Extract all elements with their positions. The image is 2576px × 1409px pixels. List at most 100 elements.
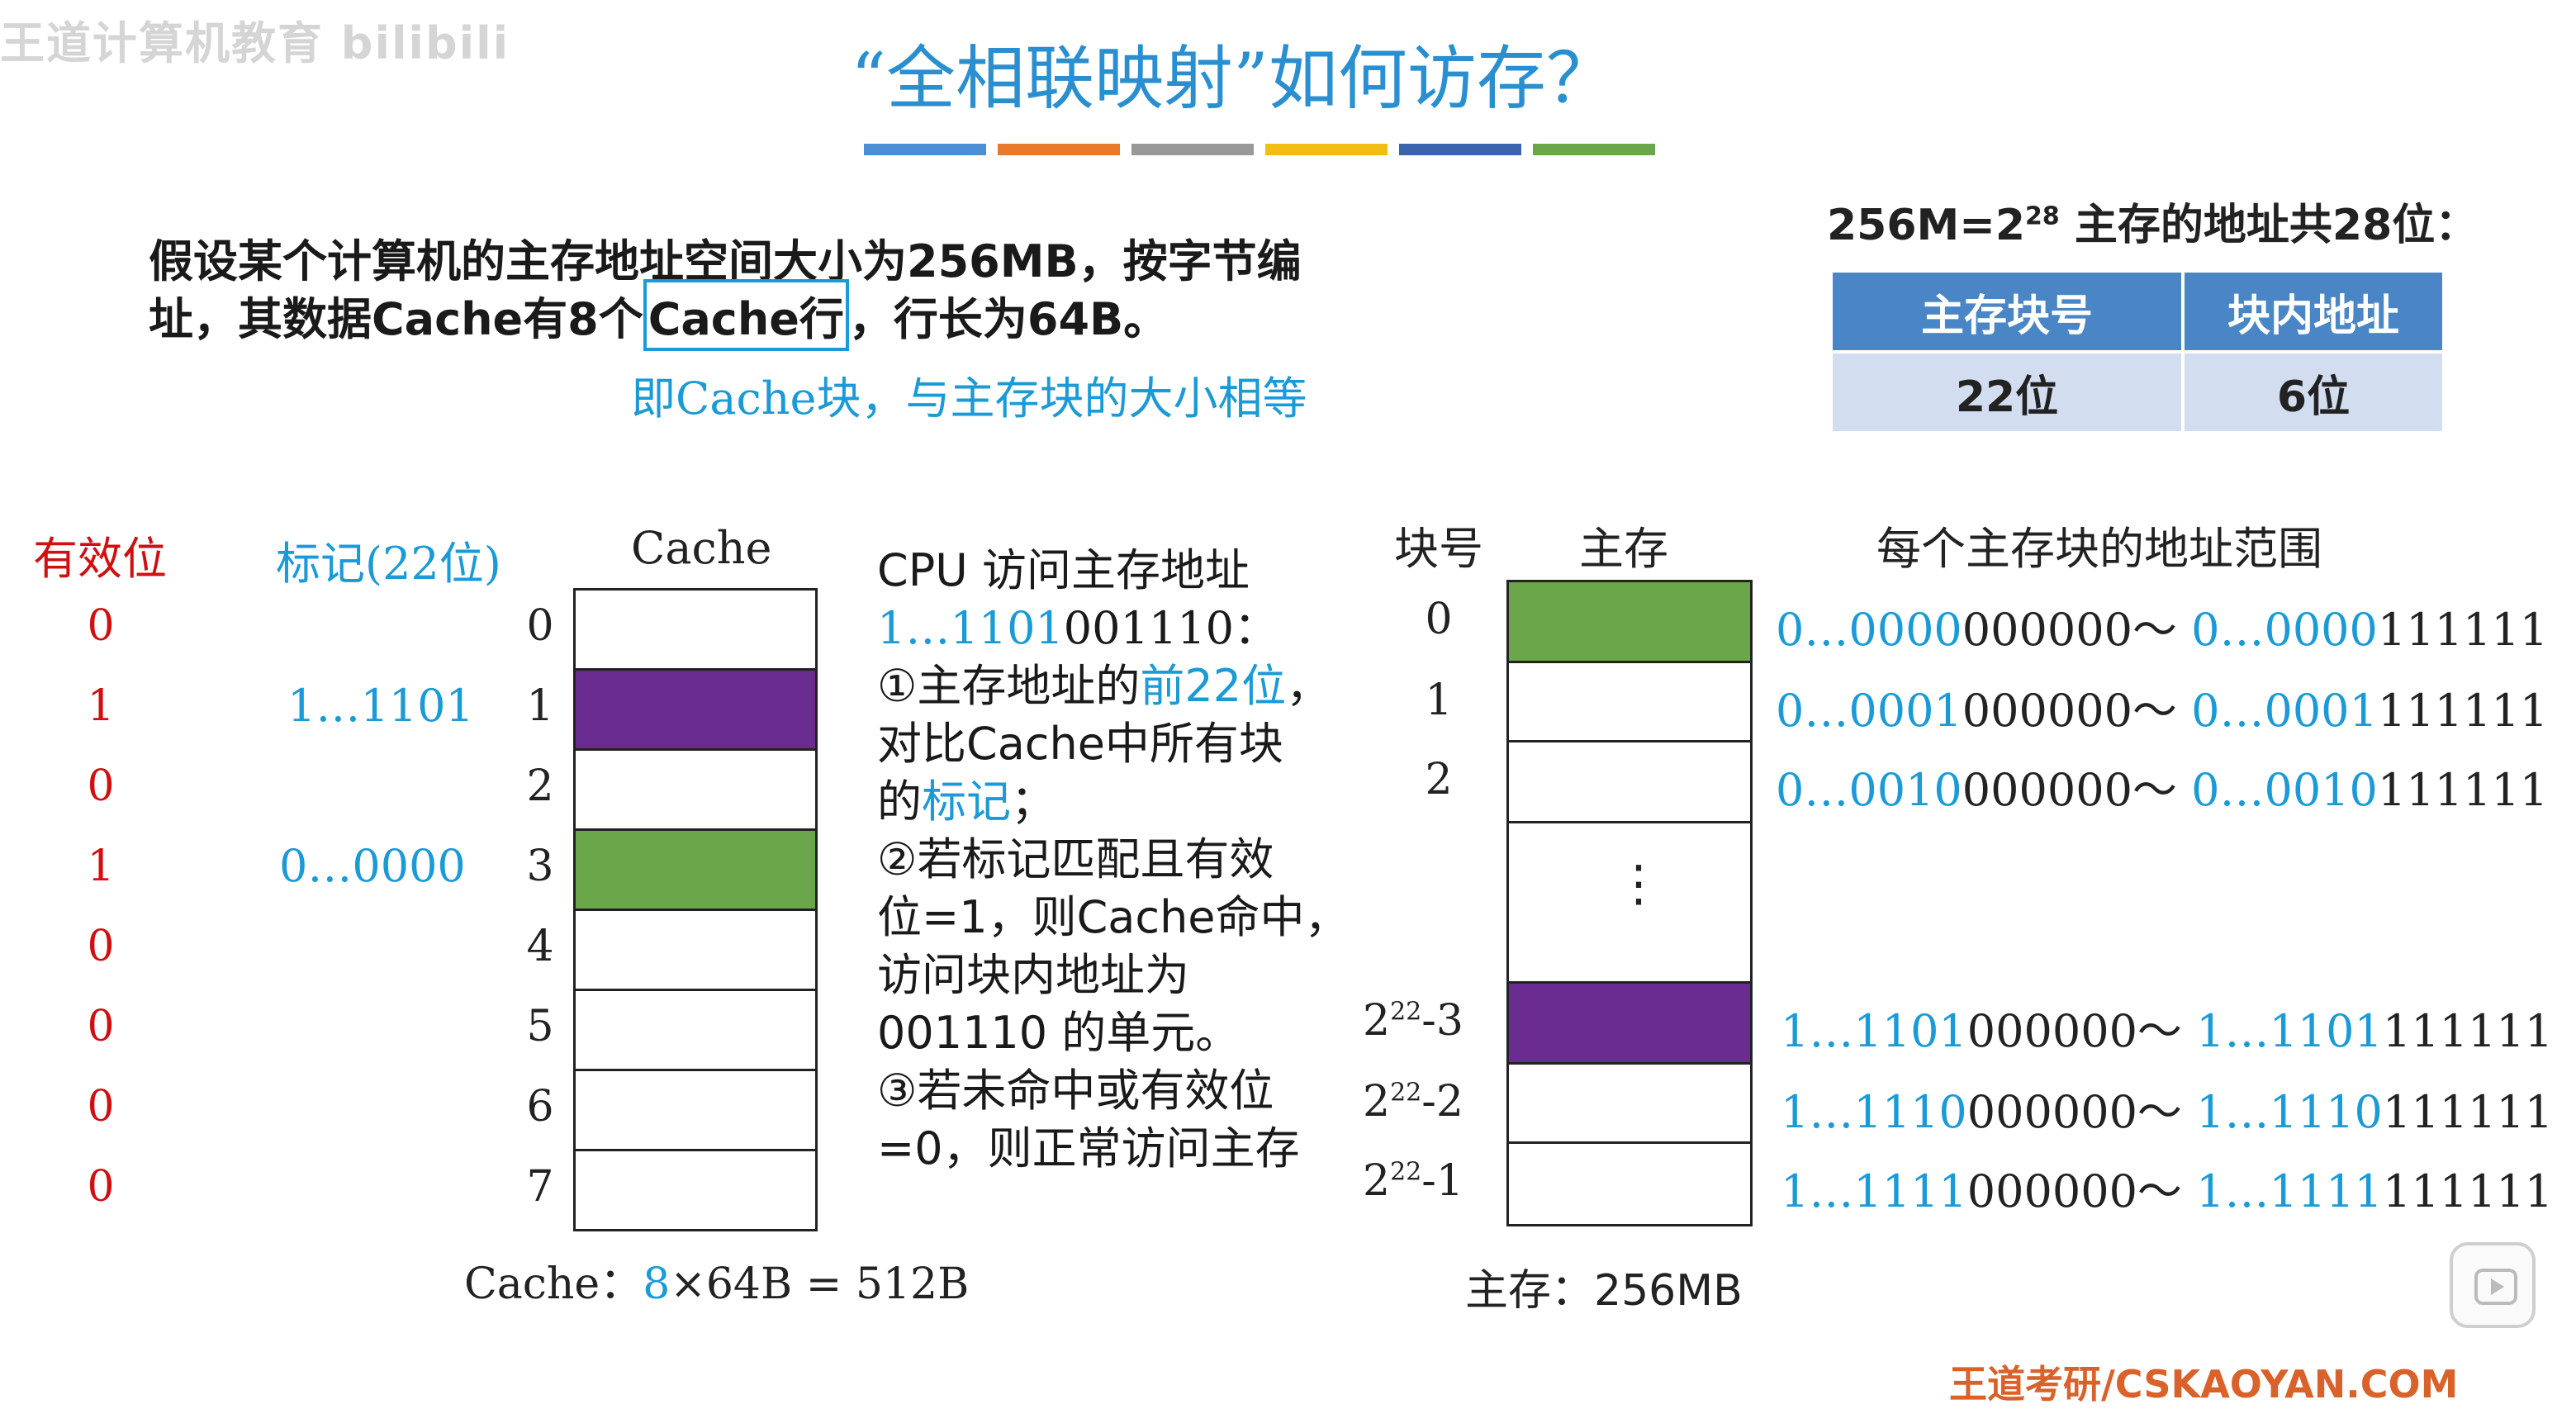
block-offset-column: 块内地址	[2181, 269, 2446, 353]
cache-line	[573, 828, 818, 911]
title-color-bar	[998, 144, 1120, 155]
memory-block-gap	[1506, 819, 1753, 984]
block-number-exponent: 22	[1390, 997, 1422, 1027]
valid-bit-header: 有效位	[33, 533, 167, 585]
cache-tag: 0…0000	[279, 840, 466, 892]
block-offset-width: 6位	[2181, 350, 2446, 434]
cache-line-index: 6	[526, 1082, 554, 1131]
range-start-tag: 1…1110	[1781, 1086, 1967, 1138]
range-start-tag: 0…0001	[1776, 685, 1962, 737]
ellipsis-icon: ⋮	[1614, 855, 1663, 913]
cache-line-index: 5	[526, 1002, 554, 1051]
range-end-offset: 111111	[2377, 764, 2549, 816]
step-highlight: 标记	[922, 776, 1011, 828]
range-end-tag: 0…0000	[2191, 604, 2378, 656]
block-address-range: 1…1101000000～ 1…1101111111	[1781, 994, 2553, 1060]
step-line: 位=1，则Cache命中，	[877, 891, 1350, 943]
range-start-offset: 000000～	[1966, 1165, 2197, 1217]
memory-block	[1506, 1062, 1753, 1146]
step-line: 访问块内地址为	[877, 949, 1189, 1001]
block-number-suffix: -3	[1421, 996, 1464, 1046]
cache-line	[573, 668, 818, 751]
cache-header: Cache	[631, 522, 772, 574]
block-address-range: 1…1111000000～ 1…1111111111	[1781, 1155, 2553, 1220]
memory-block-number: 222-3	[1363, 996, 1500, 1046]
step-line: ①主存地址的前22位，	[877, 657, 1350, 715]
address-range-header: 每个主存块的地址范围	[1876, 523, 2322, 575]
cache-line-index: 4	[526, 922, 554, 971]
valid-bit: 0	[87, 922, 115, 971]
block-address-range: 0…0010000000～ 0…0010111111	[1776, 753, 2548, 818]
block-number-exponent: 22	[1390, 1157, 1422, 1187]
range-start-tag: 1…1101	[1781, 1005, 1967, 1057]
address-format-header: 256M=228 主存的地址共28位：	[1827, 190, 2478, 252]
intro-line-2-pre: 址，其数据Cache有8个	[149, 293, 643, 345]
title-color-bar	[1131, 144, 1254, 155]
range-start-offset: 000000～	[1966, 1005, 2197, 1057]
valid-bit: 1	[87, 681, 115, 731]
cache-line-index: 2	[526, 761, 554, 811]
cache-line	[573, 1149, 818, 1231]
play-button[interactable]	[2450, 1242, 2536, 1328]
range-end-tag: 1…1111	[2196, 1165, 2383, 1217]
step-text: ；	[1011, 776, 1056, 828]
valid-bit: 0	[87, 1082, 115, 1131]
range-start-offset: 000000～	[1962, 764, 2192, 816]
range-end-tag: 0…0010	[2191, 764, 2378, 816]
range-end-offset: 111111	[2377, 685, 2549, 737]
block-number-base: 2	[1363, 996, 1391, 1046]
memory-block	[1506, 981, 1753, 1065]
step-text: ，	[1286, 660, 1331, 712]
block-number-base: 2	[1363, 1156, 1391, 1206]
step-highlight: 前22位	[1140, 660, 1287, 712]
watermark-logo: 王道计算机教育 bilibili	[0, 17, 510, 69]
step-address-offset: 001110：	[1063, 602, 1279, 654]
block-number-column: 主存块号	[1829, 269, 2185, 353]
block-number-base: 1	[1425, 676, 1453, 725]
footer-brand: 王道考研/CSKAOYAN.COM	[1949, 1362, 2459, 1407]
intro-line-1: 假设某个计算机的主存地址空间大小为256MB，按字节编	[149, 235, 1302, 287]
block-number-base: 0	[1425, 595, 1453, 644]
intro-line-2-post: ，行长为64B。	[848, 293, 1169, 345]
tag-header: 标记(22位)	[276, 538, 501, 590]
memory-block-number: 1	[1373, 676, 1505, 725]
access-steps: CPU 访问主存地址 1…1101001110： ①主存地址的前22位， 对比C…	[877, 542, 1350, 1178]
main-memory-caption: 主存：256MB	[1465, 1266, 1743, 1316]
range-end-tag: 1…1110	[2196, 1086, 2383, 1138]
valid-bit: 0	[87, 761, 115, 811]
step-line: 对比Cache中所有块	[877, 718, 1283, 770]
step-address: 1…1101001110：	[877, 600, 1350, 657]
step-address-tag: 1…1101	[877, 602, 1064, 654]
cache-line-highlight: Cache行	[643, 279, 849, 351]
valid-bit: 0	[87, 601, 115, 651]
cache-block-note: 即Cache块，与主存块的大小相等	[631, 372, 1307, 425]
cache-line	[573, 989, 818, 1071]
memory-block	[1506, 580, 1753, 663]
memory-block-number: 222-2	[1363, 1077, 1500, 1127]
block-number-header: 块号	[1394, 523, 1483, 575]
valid-bit: 0	[87, 1002, 115, 1051]
step-text: 的	[877, 776, 922, 828]
step-line: =0，则正常访问主存	[877, 1122, 1300, 1174]
step-line: 的标记；	[877, 773, 1350, 831]
range-end-offset: 111111	[2382, 1086, 2554, 1138]
cache-line-index: 7	[526, 1162, 554, 1212]
cache-tag: 1…1101	[287, 680, 474, 732]
block-address-range: 0…0000000000～ 0…0000111111	[1776, 593, 2548, 658]
range-end-offset: 111111	[2382, 1005, 2554, 1057]
range-end-tag: 1…1101	[2196, 1005, 2383, 1057]
cache-line	[573, 748, 818, 831]
cache-caption-count: 8	[643, 1260, 671, 1309]
cache-line-index: 1	[526, 681, 554, 731]
cache-line	[573, 1069, 818, 1151]
block-number-base: 2	[1425, 755, 1453, 804]
block-number-base: 2	[1363, 1077, 1391, 1127]
block-number-suffix: -2	[1421, 1077, 1464, 1127]
block-number-suffix: -1	[1421, 1156, 1464, 1206]
title-color-bar	[1265, 144, 1388, 155]
step-text: ①主存地址的	[877, 660, 1141, 712]
step-line: ②若标记匹配且有效	[877, 833, 1274, 885]
block-number-width: 22位	[1829, 350, 2185, 434]
range-end-offset: 111111	[2382, 1165, 2554, 1217]
range-start-tag: 0…0010	[1776, 764, 1962, 816]
